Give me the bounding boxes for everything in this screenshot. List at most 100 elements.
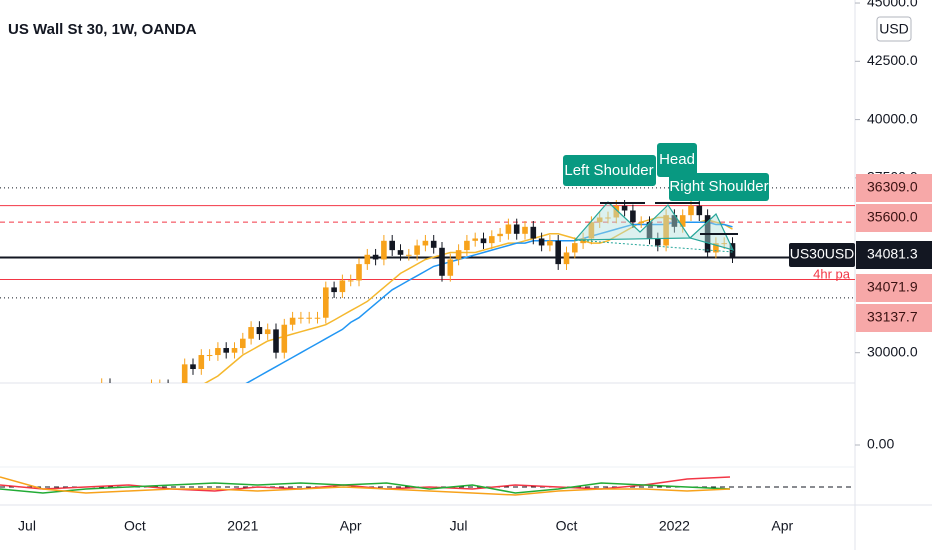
candle-body	[455, 250, 462, 260]
annotation-box	[669, 173, 769, 201]
candle-body	[281, 324, 288, 353]
candle-body	[273, 329, 279, 353]
x-tick-label: Oct	[556, 518, 578, 534]
candle-body	[530, 226, 537, 239]
candle-body	[696, 205, 703, 216]
candle-body	[331, 287, 337, 293]
currency-box	[876, 16, 912, 42]
candle-body	[522, 226, 528, 234]
candle-body	[306, 317, 312, 319]
candle-body	[621, 205, 628, 211]
y-tick-label: 30000.0	[867, 343, 918, 359]
candle-body	[439, 247, 445, 276]
candle-body	[663, 215, 669, 246]
candle-body	[190, 364, 196, 370]
candle-body	[671, 215, 678, 227]
candle-body	[713, 243, 719, 253]
y-tick-label: 40000.0	[867, 110, 918, 126]
candle-body	[356, 264, 362, 281]
neckline	[574, 239, 734, 253]
candle-body	[721, 243, 727, 245]
candle-body	[688, 205, 694, 216]
price-label-box	[856, 274, 932, 302]
oscillator-pane	[0, 476, 855, 496]
candle-body	[231, 348, 238, 353]
candle-body	[298, 317, 304, 319]
x-tick-label: Jul	[450, 518, 468, 534]
candle-body	[339, 280, 346, 293]
candle-body	[655, 238, 661, 246]
candle-body	[389, 240, 395, 251]
price-label: 34081.3	[867, 246, 918, 262]
moving-average	[203, 216, 733, 383]
x-tick-label: Jul	[18, 518, 36, 534]
annotation: Right Shoulder	[669, 178, 768, 195]
price-label: 36309.0	[867, 179, 918, 195]
candle-body	[372, 254, 379, 260]
candle-body	[414, 245, 420, 255]
candle-body	[605, 217, 611, 219]
candle-body	[472, 238, 478, 241]
candle-body	[248, 327, 254, 339]
x-tick-label: Oct	[124, 518, 146, 534]
x-tick-label: Apr	[771, 518, 793, 534]
price-label-box	[856, 241, 932, 269]
price-label-box	[856, 304, 932, 332]
candle-body	[240, 338, 246, 349]
x-tick-label: 2021	[227, 518, 258, 534]
candle-body	[497, 233, 503, 237]
candle-body	[630, 210, 636, 223]
price-label-box	[856, 174, 932, 202]
candle-body	[538, 238, 545, 246]
symbol-label: US30USD	[790, 246, 855, 262]
candle-body	[364, 254, 371, 265]
moving-average	[245, 221, 733, 383]
annotation-box	[563, 155, 656, 186]
candle-body	[447, 259, 454, 276]
candle-body	[223, 348, 229, 353]
candle-body	[588, 222, 595, 239]
candle-body	[613, 205, 620, 218]
axes: 45000.042500.040000.037500.030000.0JulOc…	[18, 0, 932, 534]
candle-body	[555, 240, 561, 265]
candle-body	[381, 240, 387, 260]
candle-body	[181, 364, 188, 383]
pattern-shape	[573, 201, 692, 241]
oscillator-line	[0, 476, 731, 496]
candle-body	[547, 240, 553, 246]
y-tick-label: 45000.0	[867, 0, 918, 10]
candle-body	[206, 355, 213, 357]
candle-body	[406, 254, 412, 256]
annotation-box	[657, 143, 697, 177]
candle-body	[646, 222, 653, 239]
candle-body	[215, 348, 221, 356]
candle-body	[314, 317, 321, 319]
candle-body	[505, 224, 512, 234]
candle-body	[422, 240, 429, 246]
candle-body	[480, 238, 487, 244]
candle-body	[347, 280, 354, 282]
oscillator-line	[0, 482, 731, 494]
x-tick-label: 2022	[659, 518, 690, 534]
candle-body	[513, 224, 520, 234]
candle-body	[323, 287, 329, 318]
candle-body	[679, 215, 686, 227]
price-label-box	[856, 204, 932, 232]
price-label: 34071.9	[867, 279, 918, 295]
x-tick-label: Apr	[340, 518, 362, 534]
annotation: Left Shoulder	[564, 162, 653, 179]
pattern-shape	[688, 213, 735, 251]
candle-body	[638, 222, 644, 224]
candle-body	[397, 250, 404, 255]
head-shoulders-pattern: Left Shoulder Head Right Shoulder	[563, 143, 769, 253]
annotation: Head	[659, 151, 695, 168]
candle-body	[289, 317, 296, 325]
candle-body	[572, 243, 578, 253]
candle-body	[596, 217, 603, 223]
candle-body	[256, 327, 263, 335]
candle-body	[489, 236, 495, 244]
candle-body	[264, 329, 271, 335]
candle-body	[430, 240, 437, 248]
